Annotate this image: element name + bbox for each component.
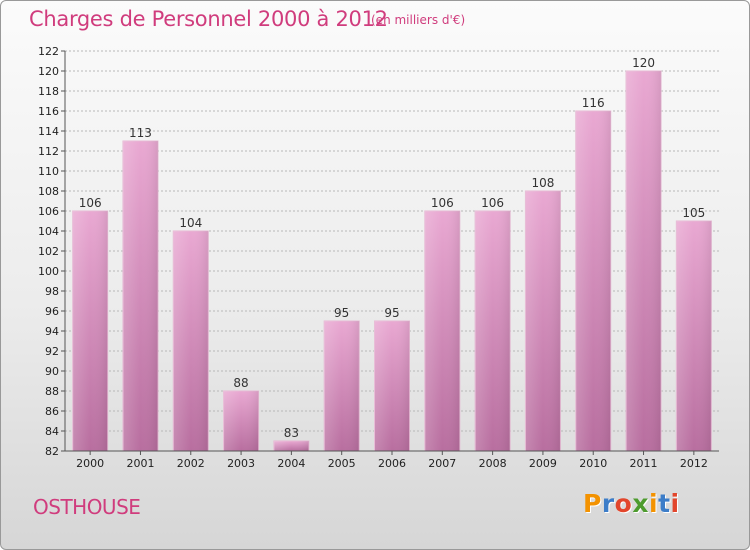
logo-letter: P bbox=[583, 489, 602, 518]
x-tick-label: 2006 bbox=[378, 457, 406, 470]
value-label-2007: 106 bbox=[431, 196, 454, 210]
chart-subtitle: (en milliers d'€) bbox=[371, 13, 466, 27]
x-tick-label: 2002 bbox=[177, 457, 205, 470]
y-tick-label: 104 bbox=[38, 225, 59, 238]
x-tick-label: 2001 bbox=[126, 457, 154, 470]
bar-shading bbox=[424, 211, 460, 451]
value-labels: 106 113 104 88 83 95 95 106 106 108 116 120 105 bbox=[79, 56, 706, 440]
bar-shading bbox=[575, 111, 611, 451]
y-tick-label: 122 bbox=[38, 45, 59, 58]
value-label-2011: 120 bbox=[632, 56, 655, 70]
x-tick-label: 2005 bbox=[328, 457, 356, 470]
x-tick-label: 2000 bbox=[76, 457, 104, 470]
y-tick-label: 102 bbox=[38, 245, 59, 258]
value-label-2004: 83 bbox=[284, 426, 299, 440]
bar-shading bbox=[273, 441, 309, 451]
value-label-2006: 95 bbox=[384, 306, 399, 320]
value-label-2003: 88 bbox=[233, 376, 248, 390]
chart-title: Charges de Personnel 2000 à 2012 bbox=[29, 7, 388, 31]
bar-shading bbox=[324, 321, 360, 451]
y-tick-label: 112 bbox=[38, 145, 59, 158]
bar-shading bbox=[173, 231, 209, 451]
value-label-2000: 106 bbox=[79, 196, 102, 210]
value-label-2012: 105 bbox=[682, 206, 705, 220]
y-tick-label: 118 bbox=[38, 85, 59, 98]
y-tick-label: 88 bbox=[45, 385, 59, 398]
bar-shading bbox=[374, 321, 410, 451]
x-tick-label: 2004 bbox=[277, 457, 305, 470]
logo-letter: t bbox=[658, 489, 671, 518]
bar-shading bbox=[626, 71, 662, 451]
y-axis: 82 84 86 88 90 92 94 96 98 100 102 104 106 108 110 112 1… bbox=[38, 45, 66, 458]
x-tick-label: 2003 bbox=[227, 457, 255, 470]
commune-name: OSTHOUSE bbox=[33, 495, 141, 519]
x-tick-label: 2008 bbox=[479, 457, 507, 470]
value-label-2002: 104 bbox=[179, 216, 202, 230]
x-tick-label: 2009 bbox=[529, 457, 557, 470]
value-label-2005: 95 bbox=[334, 306, 349, 320]
bar-shading bbox=[525, 191, 561, 451]
logo-letter: i bbox=[670, 489, 680, 518]
logo-letter: r bbox=[601, 489, 615, 518]
bar-shading bbox=[475, 211, 511, 451]
bar-shading bbox=[72, 211, 108, 451]
y-tick-label: 90 bbox=[45, 365, 59, 378]
value-label-2001: 113 bbox=[129, 126, 152, 140]
x-tick-label: 2007 bbox=[428, 457, 456, 470]
y-tick-label: 92 bbox=[45, 345, 59, 358]
x-tick-label: 2012 bbox=[680, 457, 708, 470]
x-tick-label: 2010 bbox=[579, 457, 607, 470]
y-tick-label: 114 bbox=[38, 125, 59, 138]
proxiti-logo[interactable]: Proxiti bbox=[583, 489, 680, 518]
y-tick-label: 82 bbox=[45, 445, 59, 458]
y-tick-label: 106 bbox=[38, 205, 59, 218]
y-tick-label: 84 bbox=[45, 425, 59, 438]
bars bbox=[72, 70, 712, 452]
bar-shading bbox=[122, 141, 158, 451]
bar-shading bbox=[223, 391, 259, 451]
value-label-2009: 108 bbox=[531, 176, 554, 190]
logo-letter: x bbox=[632, 489, 649, 518]
value-label-2010: 116 bbox=[582, 96, 605, 110]
y-tick-label: 108 bbox=[38, 185, 59, 198]
y-tick-label: 116 bbox=[38, 105, 59, 118]
bar-shading bbox=[676, 221, 712, 451]
y-tick-label: 94 bbox=[45, 325, 59, 338]
x-tick-label: 2011 bbox=[630, 457, 658, 470]
y-tick-label: 120 bbox=[38, 65, 59, 78]
y-tick-label: 96 bbox=[45, 305, 59, 318]
logo-letter: o bbox=[614, 489, 633, 518]
value-label-2008: 106 bbox=[481, 196, 504, 210]
logo-letter: i bbox=[649, 489, 659, 518]
y-tick-label: 98 bbox=[45, 285, 59, 298]
y-tick-label: 100 bbox=[38, 265, 59, 278]
x-axis: 2000 2001 2002 2003 2004 2005 2006 2007 2008 2009… bbox=[65, 450, 719, 470]
y-tick-label: 86 bbox=[45, 405, 59, 418]
y-tick-label: 110 bbox=[38, 165, 59, 178]
